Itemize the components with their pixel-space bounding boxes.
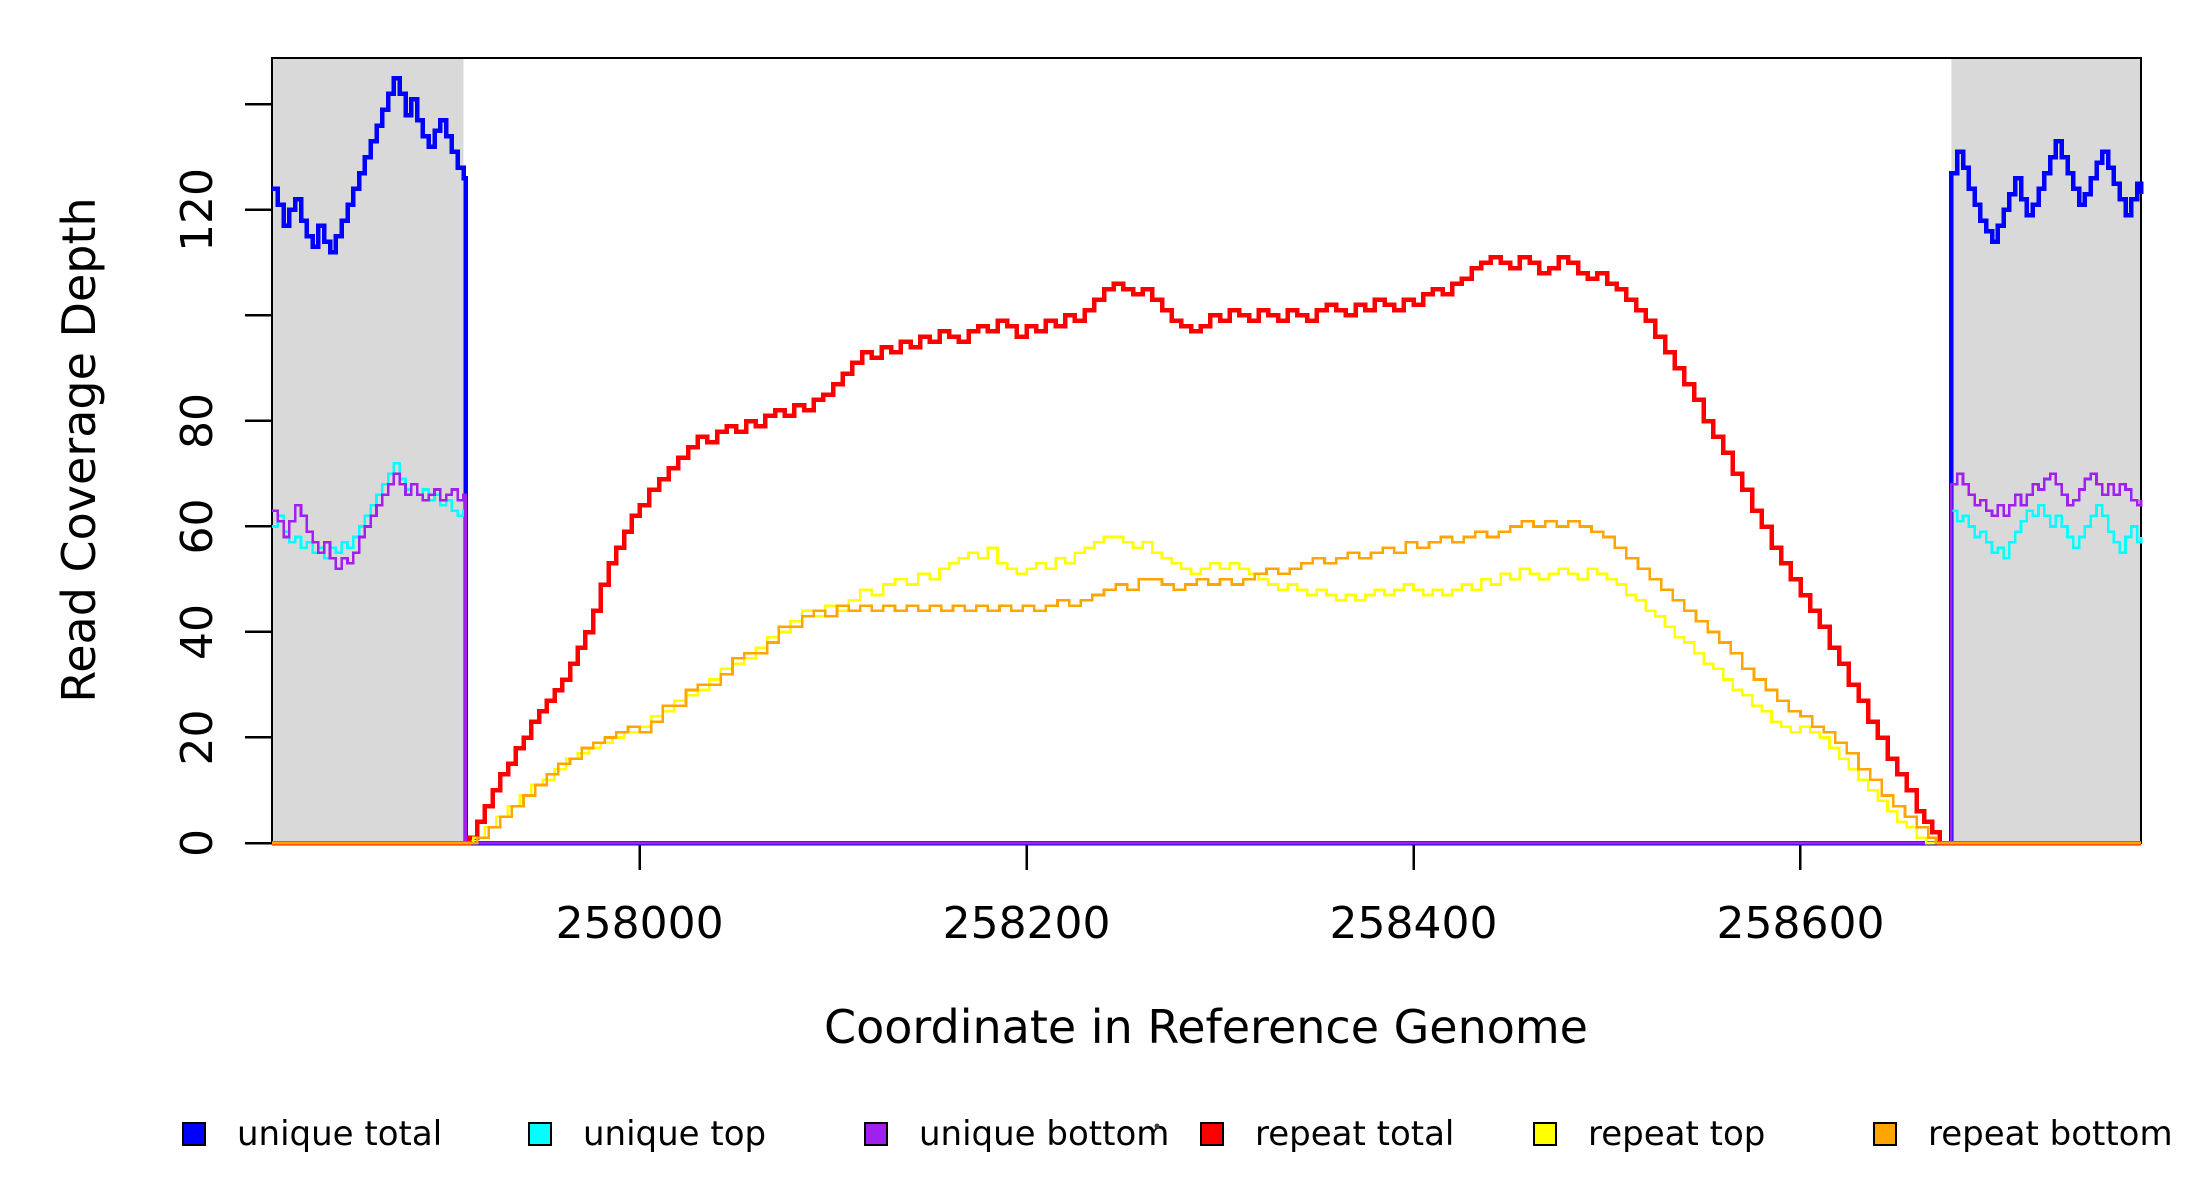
legend-label-repeat-total: repeat total xyxy=(1255,1114,1454,1154)
y-tick-label: 80 xyxy=(172,393,223,449)
plot-box xyxy=(271,57,2142,844)
y-tick-label: 60 xyxy=(172,498,223,554)
y-tick-label: 20 xyxy=(172,709,223,765)
legend-swatch-repeat-total xyxy=(1200,1122,1224,1146)
legend-swatch-unique-top xyxy=(528,1122,552,1146)
x-tick-label: 258400 xyxy=(1330,898,1498,949)
legend-label-unique-top: unique top xyxy=(583,1114,766,1154)
legend-swatch-unique-bottom xyxy=(864,1122,888,1146)
legend-label-unique-total: unique total xyxy=(237,1114,442,1154)
plot-area: 258000 258200 258400 258600 0 20 40 60 80 120 xyxy=(172,57,2144,949)
y-axis-title: Read Coverage Depth xyxy=(52,197,106,702)
series-line-repeat-top xyxy=(272,535,2141,845)
series-line-repeat-total xyxy=(272,255,2141,846)
series-line-unique-bottom xyxy=(272,472,2143,845)
legend-label-unique-bottom: unique bottom xyxy=(919,1114,1169,1154)
legend: unique total unique top unique bottom repea… xyxy=(182,1114,2173,1154)
x-tick-label: 258000 xyxy=(556,898,724,949)
series-line-unique-top xyxy=(272,461,2143,845)
legend-swatch-repeat-top xyxy=(1533,1122,1557,1146)
shaded-band-left xyxy=(272,58,464,843)
legend-label-repeat-bottom: repeat bottom xyxy=(1928,1114,2173,1154)
y-tick-label: 0 xyxy=(172,829,223,857)
series-line-unique-total xyxy=(272,75,2144,846)
series-line-repeat-bottom xyxy=(272,519,2141,845)
legend-label-repeat-top: repeat top xyxy=(1588,1114,1765,1154)
x-tick-label: 258600 xyxy=(1716,898,1884,949)
y-tick-label: 120 xyxy=(172,168,223,252)
legend-swatch-repeat-bottom xyxy=(1873,1122,1897,1146)
x-tick-label: 258200 xyxy=(943,898,1111,949)
stray-dot xyxy=(1154,1123,1160,1129)
legend-swatch-unique-total xyxy=(182,1122,206,1146)
y-tick-label: 40 xyxy=(172,604,223,660)
x-axis-title: Coordinate in Reference Genome xyxy=(824,1000,1588,1054)
